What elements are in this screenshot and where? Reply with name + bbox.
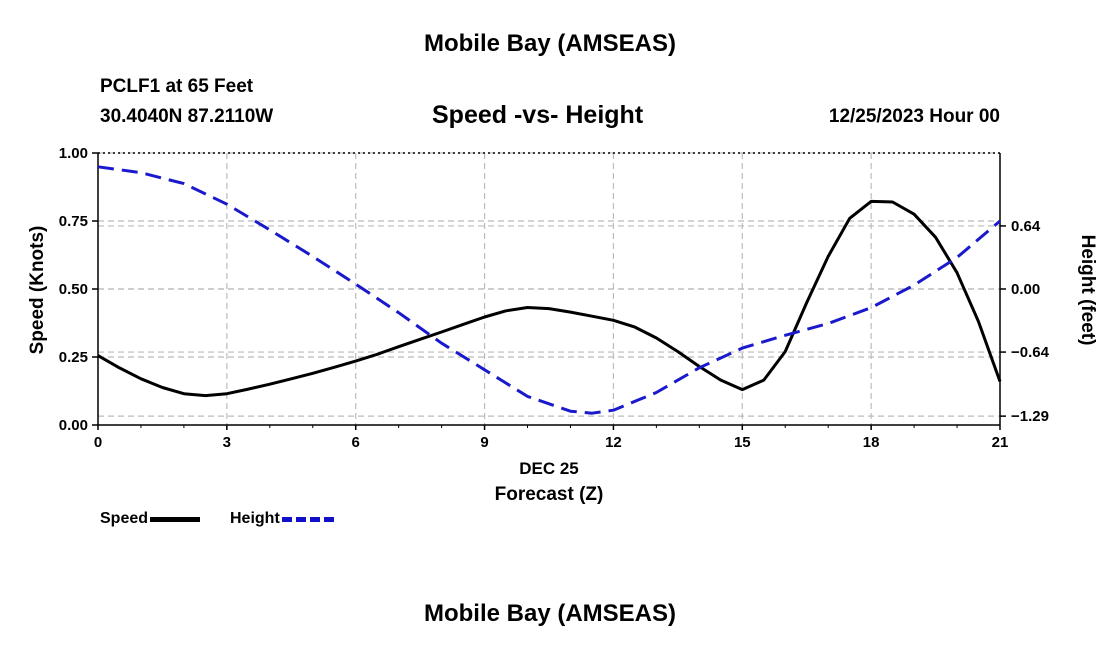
- axis-ticks: 0 3 6 9 12 15 18 21 0.00 0.25 0.50 0.75 1.00 −1.29 −0.…: [59, 145, 1050, 451]
- x-tick-label-0: 0: [94, 434, 102, 451]
- y2-tick-label--0.64: −0.64: [1011, 344, 1050, 361]
- y-tick-label-0.25: 0.25: [59, 349, 88, 366]
- legend-height: Height: [230, 510, 334, 528]
- x-axis-label: Forecast (Z): [495, 484, 604, 505]
- y-tick-label-1: 1.00: [59, 145, 88, 162]
- chart-supertitle: Mobile Bay (AMSEAS): [423, 30, 677, 57]
- y2-tick-label-0: 0.00: [1011, 281, 1040, 298]
- series-lines: [97, 165, 1002, 415]
- x-tick-label-3: 3: [223, 434, 231, 451]
- x-tick-label-15: 15: [734, 434, 751, 451]
- series-line-speed: [97, 199, 1002, 398]
- y-axis-label-left: Speed (Knots): [27, 226, 48, 355]
- chart-title: Speed -vs- Height: [432, 101, 644, 129]
- legend-speed-swatch: [150, 516, 201, 522]
- y-tick-label-0.5: 0.50: [59, 281, 88, 298]
- y-tick-label-0: 0.00: [59, 417, 88, 434]
- legend-height-swatch: [281, 516, 334, 522]
- chart-footer-title: Mobile Bay (AMSEAS): [423, 600, 677, 627]
- station-label: PCLF1 at 65 Feet: [100, 76, 254, 97]
- x-tick-label-9: 9: [480, 434, 488, 451]
- x-date-label: DEC 25: [519, 459, 579, 478]
- y2-tick-label--1.29: −1.29: [1011, 408, 1049, 425]
- coordinates-label: 30.4040N 87.2110W: [100, 106, 274, 127]
- x-tick-label-21: 21: [992, 434, 1009, 451]
- legend-speed: Speed: [100, 510, 201, 528]
- grid-lines: [98, 152, 1000, 425]
- y-tick-label-0.75: 0.75: [59, 213, 88, 230]
- x-tick-label-12: 12: [605, 434, 622, 451]
- x-tick-label-6: 6: [352, 434, 360, 451]
- legend-speed-label: Speed: [100, 510, 149, 527]
- series-line-height: [97, 165, 1001, 415]
- forecast-datetime: 12/25/2023 Hour 00: [828, 106, 1000, 127]
- legend-height-label: Height: [230, 510, 280, 527]
- y-axis-label-right: Height (feet): [1077, 235, 1098, 346]
- y2-tick-label-0.64: 0.64: [1011, 218, 1041, 235]
- x-tick-label-18: 18: [863, 434, 880, 451]
